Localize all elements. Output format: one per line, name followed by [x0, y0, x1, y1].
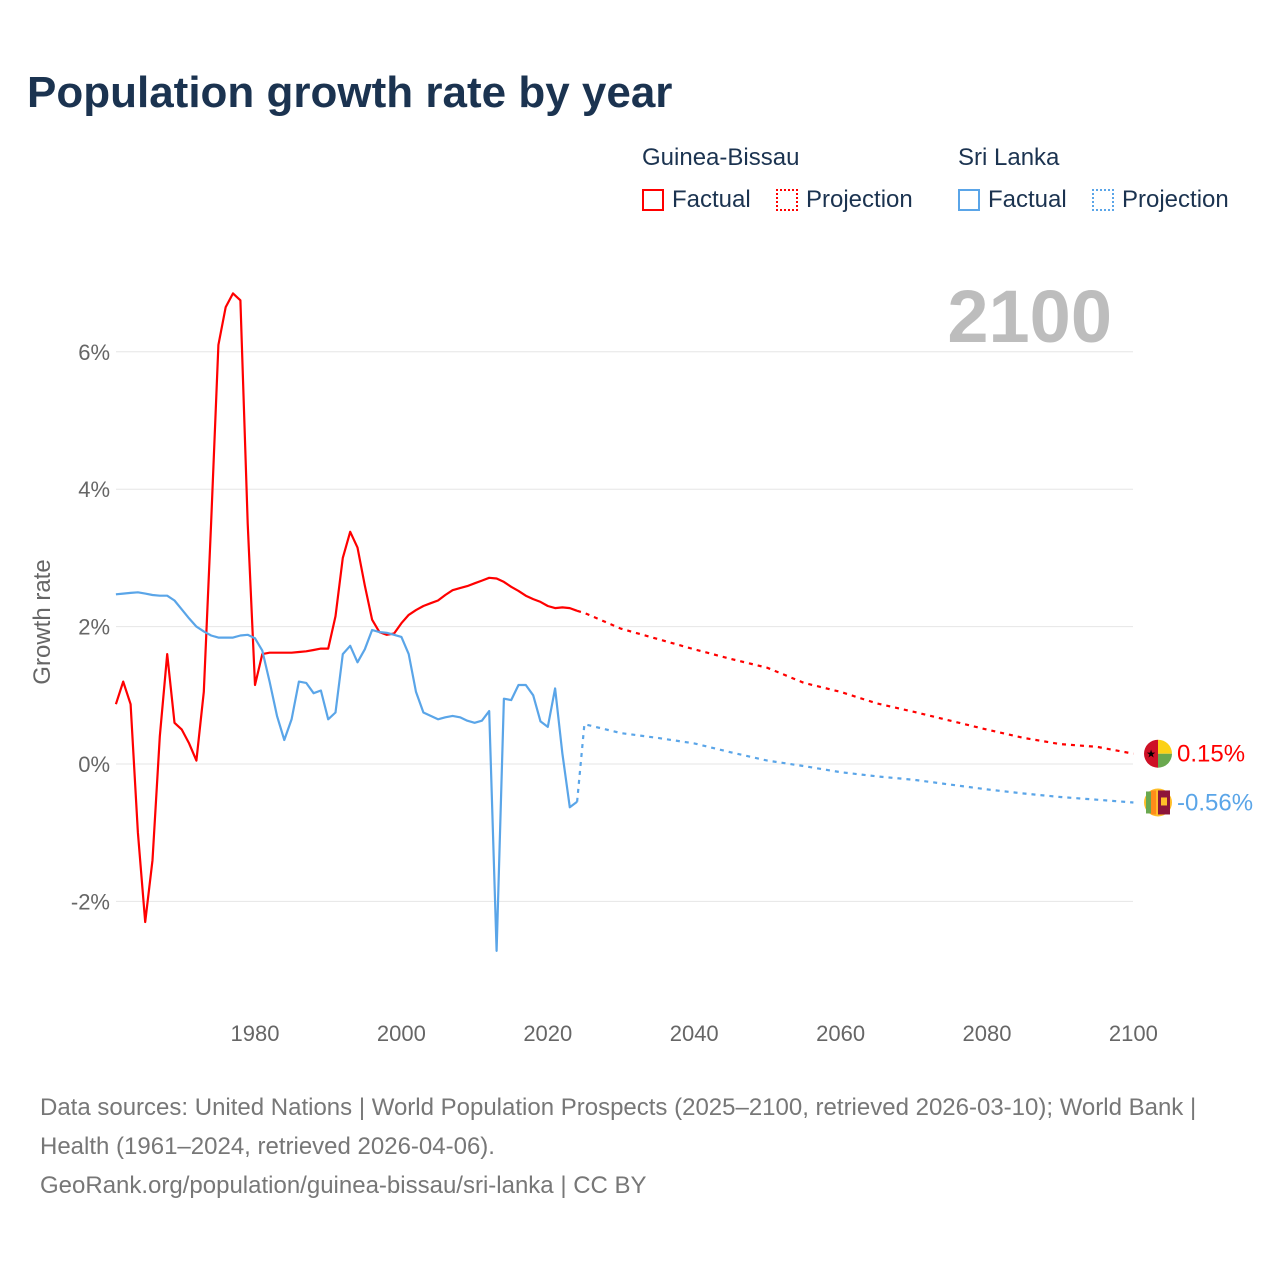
guinea-bissau-flag-icon: ★ [1144, 739, 1172, 768]
legend-group-guinea-bissau: Guinea-Bissau [642, 144, 800, 171]
data-sources: Data sources: United Nations | World Pop… [40, 1088, 1240, 1205]
flag-part [1144, 739, 1158, 768]
lion-icon [1161, 797, 1167, 806]
guinea-bissau-factual-line [114, 292, 578, 924]
legend-label: Projection [1122, 186, 1229, 213]
legend-sl-projection[interactable]: Projection [1092, 186, 1229, 214]
chart-area: 2100 -2% 0% 2% 4% 6% 1980 2000 2020 2040 2060 2080… [29, 275, 1253, 1046]
sri-lanka-factual-line [115, 591, 578, 953]
flag-part [1158, 739, 1172, 754]
legend-gb-factual[interactable]: Factual [642, 186, 751, 214]
legend-label: Factual [988, 186, 1067, 213]
legend-gb-projection[interactable]: Projection [776, 186, 913, 214]
y-tick-label: 0% [78, 752, 110, 777]
x-tick-label: 2080 [963, 1021, 1012, 1046]
flag-part [1158, 753, 1172, 768]
sri-lanka-end-label: -0.56% [1177, 789, 1253, 816]
x-tick-label: 2000 [377, 1021, 426, 1046]
y-axis-label: Growth rate [29, 559, 56, 684]
legend-swatch-solid [642, 189, 664, 211]
chart-title: Population growth rate by year [27, 68, 673, 117]
y-tick-label: 2% [78, 615, 110, 640]
year-watermark: 2100 [947, 275, 1112, 358]
legend-swatch-dotted [1092, 189, 1114, 211]
x-tick-label: 1980 [231, 1021, 280, 1046]
y-tick-label: 4% [78, 477, 110, 502]
flag-part [1146, 791, 1151, 814]
y-tick-label: 6% [78, 340, 110, 365]
sri-lanka-flag-icon [1144, 788, 1172, 817]
legend-swatch-dotted [776, 189, 798, 211]
legend-sl-factual[interactable]: Factual [958, 186, 1067, 214]
legend-label: Projection [806, 186, 913, 213]
legend-swatch-solid [958, 189, 980, 211]
x-tick-label: 2100 [1109, 1021, 1158, 1046]
x-tick-label: 2020 [523, 1021, 572, 1046]
x-tick-label: 2060 [816, 1021, 865, 1046]
x-tick-label: 2040 [670, 1021, 719, 1046]
legend-group-sri-lanka: Sri Lanka [958, 144, 1060, 171]
legend-label: Factual [672, 186, 751, 213]
y-tick-label: -2% [71, 889, 110, 914]
guinea-bissau-end-label: 0.15% [1177, 741, 1245, 768]
sri-lanka-projection-line [576, 722, 1134, 804]
source-text: Data sources: United Nations | World Pop… [40, 1094, 1197, 1160]
guinea-bissau-projection-line [576, 609, 1134, 755]
star-icon: ★ [1146, 749, 1156, 761]
flag-part [1151, 790, 1156, 815]
source-link[interactable]: GeoRank.org/population/guinea-bissau/sri… [40, 1172, 647, 1199]
